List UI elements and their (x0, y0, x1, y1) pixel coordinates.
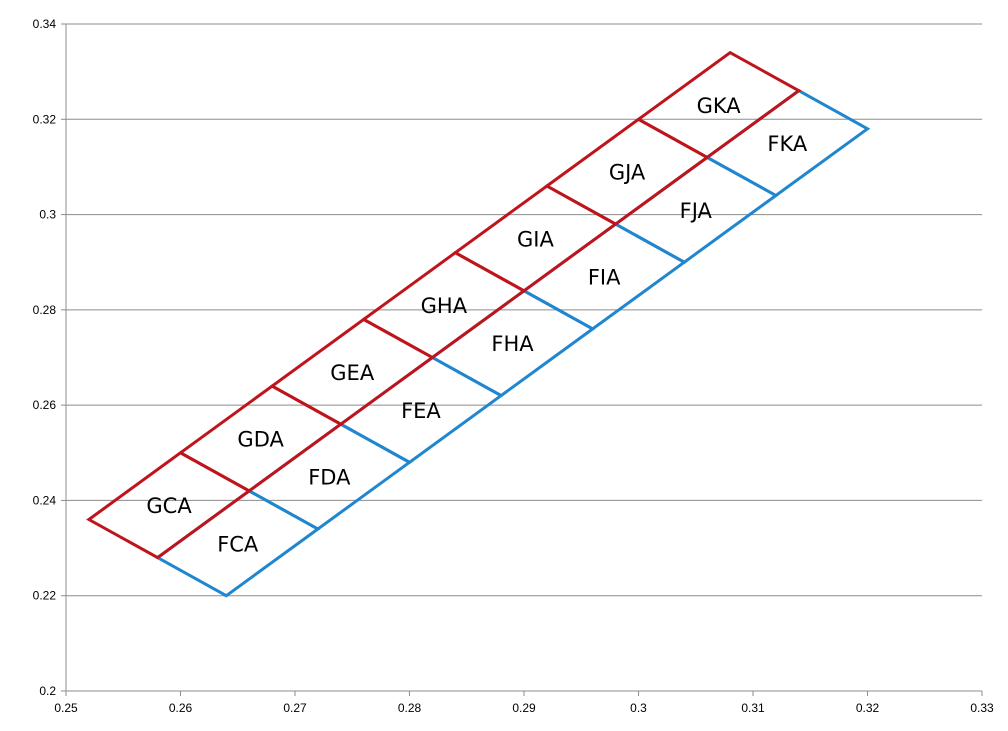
y-tick-label: 0.34 (33, 17, 57, 31)
x-tick-label: 0.31 (741, 701, 765, 715)
x-tick-label: 0.28 (398, 701, 422, 715)
y-tick-label: 0.24 (33, 493, 57, 507)
series (86, 50, 871, 598)
cell-label-gia: GIA (517, 227, 554, 251)
y-tick-label: 0.3 (39, 208, 56, 222)
cell-labels: GCA GDA GEA GHA GIA GJA GKA FCA FDA FEA FHA FIA FJA F… (146, 94, 808, 556)
y-tick-label: 0.32 (33, 112, 57, 126)
series-G (86, 50, 802, 560)
x-tick-label: 0.33 (970, 701, 994, 715)
y-tick-label: 0.28 (33, 303, 57, 317)
cell-label-fia: FIA (588, 266, 621, 290)
tick-labels: 0.2 0.22 0.24 0.26 0.28 0.3 0.32 0.34 0.25 0.26 0.… (33, 17, 994, 715)
x-tick-label: 0.29 (512, 701, 536, 715)
x-tick-label: 0.3 (630, 701, 647, 715)
cell-label-gha: GHA (421, 294, 468, 318)
cell-label-gja: GJA (609, 161, 646, 185)
cell-label-gda: GDA (237, 427, 284, 451)
cell-label-fha: FHA (491, 332, 534, 356)
y-tick-label: 0.26 (33, 398, 57, 412)
x-tick-label: 0.32 (856, 701, 880, 715)
cell-label-fda: FDA (308, 466, 351, 490)
cell-label-fja: FJA (680, 199, 713, 223)
x-tick-label: 0.25 (54, 701, 78, 715)
x-tick-label: 0.26 (169, 701, 193, 715)
cell-label-fea: FEA (401, 399, 441, 423)
cell-label-gea: GEA (330, 361, 375, 385)
cell-label-fca: FCA (217, 532, 259, 556)
cell-outline-gka (635, 50, 802, 160)
gridlines (66, 23, 982, 597)
y-tick-label: 0.22 (33, 589, 57, 603)
cell-label-gca: GCA (146, 494, 192, 518)
y-tick-label: 0.2 (39, 684, 56, 698)
x-tick-label: 0.27 (283, 701, 307, 715)
axes (61, 23, 983, 696)
cell-label-fka: FKA (767, 132, 807, 156)
cell-label-gka: GKA (697, 94, 742, 118)
